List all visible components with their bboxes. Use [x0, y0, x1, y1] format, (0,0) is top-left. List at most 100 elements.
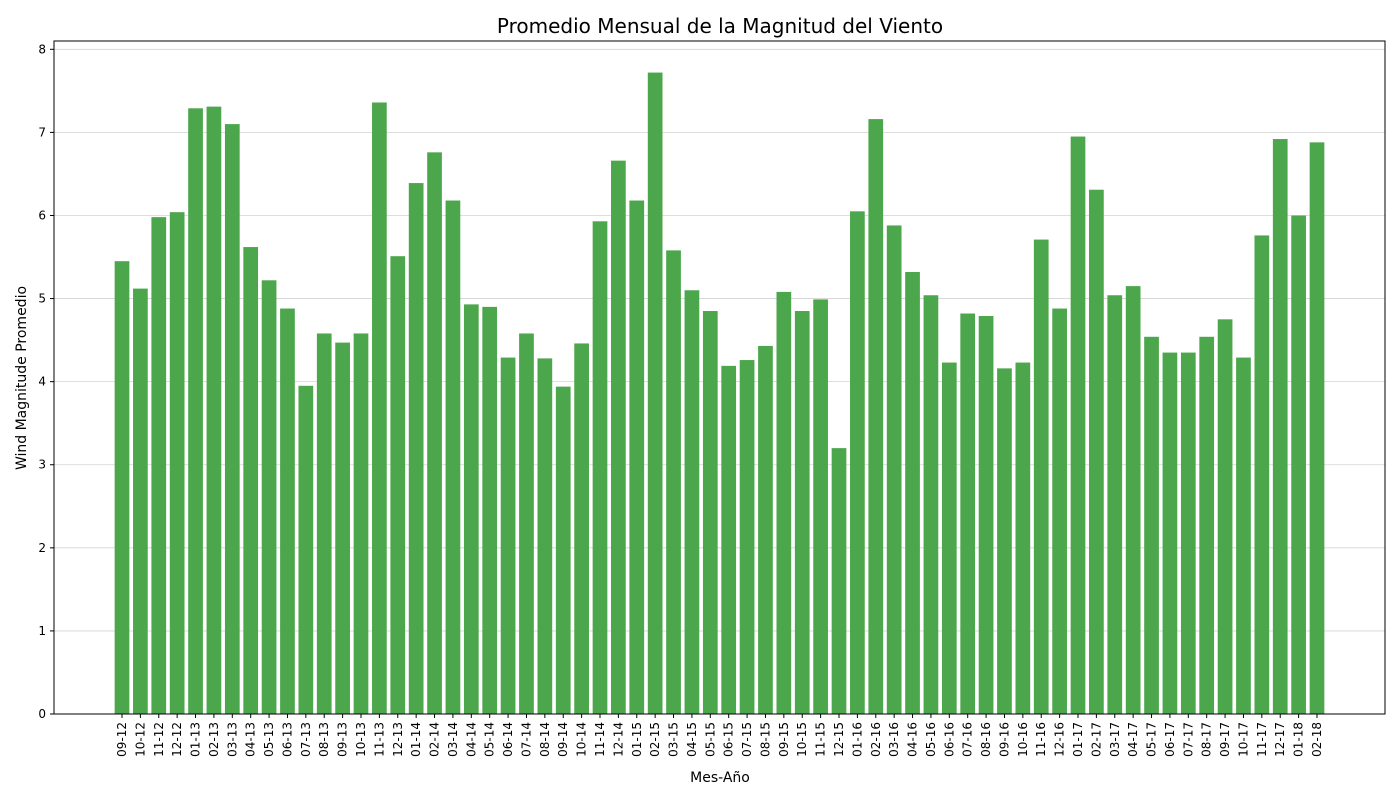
x-tick-label: 06-15 — [722, 722, 736, 757]
bar-01-17 — [1070, 136, 1086, 714]
bar-02-14 — [427, 152, 442, 714]
bar-09-12 — [114, 261, 130, 714]
x-tick-label: 10-16 — [1016, 722, 1030, 757]
bar-05-14 — [482, 306, 498, 714]
bar-01-18 — [1291, 215, 1306, 714]
x-tick-label: 11-12 — [152, 722, 166, 757]
x-tick-label: 06-17 — [1163, 722, 1177, 757]
x-tick-label: 05-14 — [483, 722, 497, 757]
bar-06-17 — [1162, 352, 1178, 714]
x-tick-label: 09-16 — [997, 722, 1011, 757]
x-tick-label: 10-17 — [1236, 722, 1250, 757]
x-tick-label: 02-14 — [428, 722, 442, 757]
y-axis-label: Wind Magnitude Promedio — [14, 286, 30, 470]
x-tick-label: 04-16 — [906, 722, 920, 757]
bar-08-14 — [537, 358, 553, 714]
bar-08-16 — [978, 316, 994, 714]
x-tick-label: 01-16 — [850, 722, 864, 757]
bar-06-16 — [941, 362, 957, 714]
y-tick-label: 2 — [38, 541, 46, 555]
x-tick-label: 10-15 — [795, 722, 809, 757]
bars — [114, 72, 1325, 715]
x-tick-label: 11-16 — [1034, 722, 1048, 757]
x-tick-label: 10-12 — [133, 722, 147, 757]
x-tick-label: 08-14 — [538, 722, 552, 757]
x-tick-label: 08-16 — [979, 722, 993, 757]
bar-07-13 — [298, 385, 314, 714]
bar-05-16 — [923, 295, 939, 714]
bar-02-17 — [1089, 189, 1104, 715]
bar-06-14 — [500, 357, 516, 714]
bar-05-13 — [261, 280, 277, 714]
x-tick-label: 05-17 — [1145, 722, 1159, 757]
x-tick-label: 11-14 — [593, 722, 607, 757]
x-tick-label: 12-13 — [391, 722, 405, 757]
x-tick-label: 01-13 — [189, 722, 203, 757]
x-tick-label: 03-17 — [1108, 722, 1122, 757]
bar-04-16 — [905, 271, 920, 714]
bar-09-14 — [555, 386, 571, 714]
x-tick-label: 12-14 — [611, 722, 625, 757]
bar-04-17 — [1125, 286, 1141, 714]
x-tick-label: 04-14 — [464, 722, 478, 757]
bar-06-13 — [280, 308, 295, 714]
x-tick-label: 09-15 — [777, 722, 791, 757]
x-tick-label: 11-15 — [814, 722, 828, 757]
x-tick-label: 04-15 — [685, 722, 699, 757]
bar-09-13 — [335, 342, 350, 714]
x-tick-label: 05-13 — [262, 722, 276, 757]
x-tick-label: 06-14 — [501, 722, 515, 757]
x-tick-label: 12-16 — [1053, 722, 1067, 757]
x-tick-label: 12-12 — [170, 722, 184, 757]
bar-03-16 — [886, 225, 902, 715]
bar-10-16 — [1015, 362, 1031, 714]
x-tick-label: 03-16 — [887, 722, 901, 757]
x-axis-label: Mes-Año — [690, 770, 750, 786]
bar-03-15 — [666, 250, 681, 714]
bar-04-14 — [463, 304, 479, 714]
x-tick-label: 09-12 — [115, 722, 129, 757]
y-tick-label: 0 — [38, 707, 46, 721]
bar-12-17 — [1272, 139, 1288, 714]
x-tick-label: 07-17 — [1181, 722, 1195, 757]
x-tick-label: 05-16 — [924, 722, 938, 757]
bar-02-15 — [647, 72, 663, 715]
bar-05-17 — [1144, 336, 1159, 714]
plot-frame — [53, 40, 1386, 715]
x-tick-label: 01-17 — [1071, 722, 1085, 757]
bar-12-15 — [831, 448, 847, 714]
x-tick-label: 12-15 — [832, 722, 846, 757]
bar-12-12 — [169, 212, 185, 714]
y-tick-label: 6 — [38, 208, 46, 222]
x-tick-label: 04-17 — [1126, 722, 1140, 757]
x-tick-label: 02-13 — [207, 722, 221, 757]
x-tick-label: 11-13 — [372, 722, 386, 757]
bar-11-16 — [1033, 239, 1049, 714]
x-tick-label: 08-13 — [317, 722, 331, 757]
x-tick-label: 02-18 — [1310, 722, 1324, 757]
bar-11-12 — [151, 217, 167, 715]
x-tick-label: 08-15 — [758, 722, 772, 757]
x-tick-label: 02-15 — [648, 722, 662, 757]
x-tick-label: 09-17 — [1218, 722, 1232, 757]
bar-03-13 — [224, 124, 240, 714]
x-tick-label: 09-14 — [556, 722, 570, 757]
bar-08-13 — [316, 333, 332, 714]
x-tick-label: 04-13 — [244, 722, 258, 757]
bar-10-14 — [574, 343, 589, 714]
x-tick-label: 03-15 — [667, 722, 681, 757]
bar-01-15 — [629, 200, 645, 714]
x-tick-label: 06-16 — [942, 722, 956, 757]
bar-01-16 — [850, 211, 865, 715]
bar-12-13 — [390, 256, 406, 714]
x-tick-label: 02-16 — [869, 722, 883, 757]
x-tick-label: 07-16 — [961, 722, 975, 757]
x-tick-label: 08-17 — [1200, 722, 1214, 757]
y-tick-label: 7 — [38, 125, 46, 139]
x-tick-label: 07-13 — [299, 722, 313, 757]
bar-07-15 — [739, 360, 755, 714]
bar-05-15 — [702, 311, 718, 714]
y-axis: 0 1 2 3 4 5 6 7 8 — [38, 42, 54, 721]
y-tick-label: 5 — [38, 292, 46, 306]
